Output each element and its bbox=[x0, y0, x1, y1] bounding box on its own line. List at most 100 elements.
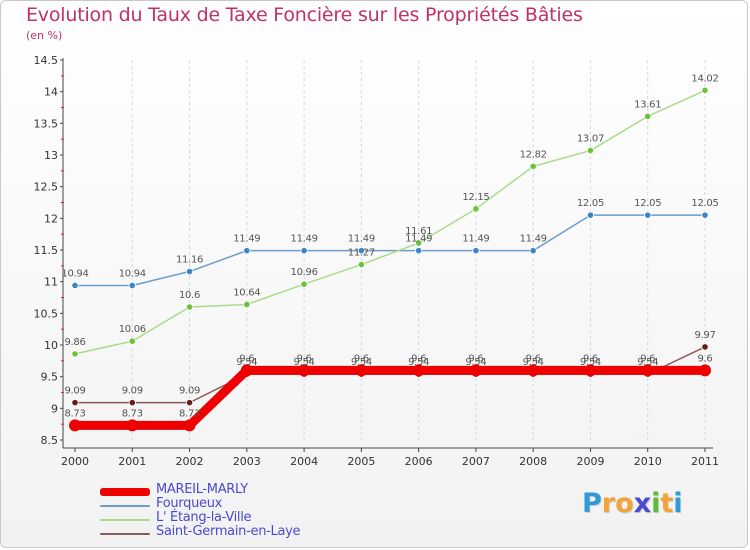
data-label-0-2004: 9.6 bbox=[297, 353, 312, 364]
legend-item-mareil-marly: MAREIL-MARLY bbox=[100, 482, 400, 499]
data-label-2-2006: 11.61 bbox=[405, 226, 432, 237]
legend-item-saint-germain-en-laye: Saint-Germain-en-Laye bbox=[100, 524, 400, 541]
x-tick-label: 2009 bbox=[576, 455, 604, 468]
point-2-2001 bbox=[128, 337, 136, 345]
data-label-1-2008: 11.49 bbox=[520, 234, 547, 245]
data-label-3-2007: 9.54 bbox=[465, 357, 486, 368]
data-label-1-2005: 11.49 bbox=[348, 234, 375, 245]
x-tick-label: 2008 bbox=[519, 455, 547, 468]
data-label-2-2004: 10.96 bbox=[291, 267, 318, 278]
data-label-2-2010: 13.61 bbox=[634, 99, 661, 110]
x-tick-label: 2010 bbox=[634, 455, 662, 468]
point-0-2002 bbox=[183, 419, 196, 432]
data-label-2-2011: 14.02 bbox=[691, 73, 718, 84]
y-tick-label: 12 bbox=[44, 212, 58, 225]
legend-label: MAREIL-MARLY bbox=[156, 482, 248, 497]
point-1-2010 bbox=[644, 211, 652, 219]
y-tick-label: 9 bbox=[51, 402, 58, 415]
data-label-3-2005: 9.54 bbox=[351, 357, 372, 368]
legend-label: L' Étang-la-Ville bbox=[156, 510, 252, 525]
x-tick-label: 2003 bbox=[233, 455, 261, 468]
legend-label: Saint-Germain-en-Laye bbox=[156, 524, 301, 539]
point-1-2004 bbox=[300, 247, 308, 255]
x-tick-label: 2002 bbox=[176, 455, 204, 468]
y-tick-label: 12.5 bbox=[34, 181, 59, 194]
proxiti-logo: Proxiti bbox=[582, 488, 683, 519]
point-2-2002 bbox=[185, 303, 194, 311]
point-2-2010 bbox=[644, 112, 652, 120]
data-label-0-2007: 9.6 bbox=[468, 353, 483, 364]
point-1-2011 bbox=[701, 211, 709, 219]
point-0-2006 bbox=[412, 364, 425, 377]
data-label-2-2007: 12.15 bbox=[462, 192, 489, 203]
data-label-0-2002: 8.73 bbox=[179, 408, 200, 419]
point-3-2001 bbox=[128, 399, 136, 407]
point-2-2011 bbox=[701, 86, 709, 95]
point-1-2007 bbox=[472, 247, 480, 255]
point-0-2011 bbox=[699, 364, 711, 377]
data-label-3-2004: 9.54 bbox=[294, 357, 315, 368]
data-label-3-2008: 9.54 bbox=[523, 357, 544, 368]
point-3-2011 bbox=[701, 343, 709, 351]
data-label-1-2011: 12.05 bbox=[691, 198, 718, 209]
point-1-2005 bbox=[357, 247, 365, 255]
point-0-2005 bbox=[355, 364, 368, 377]
point-0-2004 bbox=[298, 364, 311, 377]
data-label-2-2002: 10.6 bbox=[179, 290, 200, 301]
data-label-3-2001: 9.09 bbox=[122, 386, 143, 397]
data-label-2-2003: 10.64 bbox=[233, 287, 260, 298]
x-tick-label: 2004 bbox=[290, 455, 318, 468]
point-1-2002 bbox=[185, 267, 194, 276]
point-2-2000 bbox=[71, 350, 79, 358]
y-tick-label: 8.5 bbox=[41, 434, 59, 447]
point-1-2001 bbox=[128, 281, 136, 290]
point-1-2000 bbox=[71, 281, 79, 290]
y-tick-label: 13.5 bbox=[34, 117, 59, 130]
logo-letter: o bbox=[615, 488, 634, 519]
x-tick-label: 2005 bbox=[347, 455, 375, 468]
data-label-1-2003: 11.49 bbox=[233, 234, 260, 245]
point-2-2009 bbox=[586, 146, 595, 155]
data-label-3-2009: 9.54 bbox=[580, 357, 601, 368]
point-0-2000 bbox=[69, 419, 81, 432]
point-2-2008 bbox=[529, 162, 537, 170]
logo-letter: i bbox=[651, 488, 661, 519]
point-3-2002 bbox=[185, 399, 194, 407]
series-layer bbox=[69, 86, 711, 432]
point-2-2005 bbox=[357, 260, 365, 269]
data-label-3-2010: 9.54 bbox=[637, 357, 658, 368]
legend-swatch bbox=[100, 519, 150, 521]
point-2-2004 bbox=[300, 280, 308, 288]
x-tick-label: 2001 bbox=[118, 455, 146, 468]
point-1-2006 bbox=[415, 247, 423, 255]
y-tick-label: 10.5 bbox=[34, 307, 59, 320]
data-label-0-2011: 9.6 bbox=[697, 353, 712, 364]
logo-letter: x bbox=[633, 488, 652, 519]
logo-letter: i bbox=[673, 488, 683, 519]
legend-swatch bbox=[100, 488, 150, 496]
series-line-l-tang-la-ville bbox=[74, 89, 706, 355]
data-label-0-2009: 9.6 bbox=[583, 353, 598, 364]
line-chart: 8.5 9 9.5 10 10.5 11 11.5 12 12.5 13 13.5 14 14.5 200… bbox=[34, 54, 720, 468]
data-label-3-2006: 9.54 bbox=[408, 357, 429, 368]
data-label-0-2000: 8.73 bbox=[64, 408, 85, 419]
x-tick-label: 2006 bbox=[405, 455, 433, 468]
data-label-2-2008: 12.82 bbox=[520, 149, 547, 160]
point-0-2010 bbox=[641, 364, 654, 377]
data-label-0-2010: 9.6 bbox=[640, 353, 655, 364]
y-tick-label: 9.5 bbox=[41, 371, 59, 384]
y-tick-label: 10 bbox=[44, 339, 58, 352]
legend-swatch bbox=[100, 505, 150, 507]
data-label-1-2007: 11.49 bbox=[462, 234, 489, 245]
legend-label: Fourqueux bbox=[156, 496, 223, 511]
logo-letter: P bbox=[582, 488, 602, 519]
data-label-0-2001: 8.73 bbox=[122, 408, 143, 419]
data-label-3-2000: 9.09 bbox=[64, 386, 85, 397]
data-label-1-2001: 10.94 bbox=[119, 268, 146, 279]
data-label-1-2006: 11.49 bbox=[405, 234, 432, 245]
chart-subtitle: (en %) bbox=[26, 29, 63, 42]
chart-title: Evolution du Taux de Taxe Foncière sur l… bbox=[26, 4, 583, 26]
data-label-1-2009: 12.05 bbox=[577, 198, 604, 209]
point-0-2007 bbox=[469, 364, 482, 377]
